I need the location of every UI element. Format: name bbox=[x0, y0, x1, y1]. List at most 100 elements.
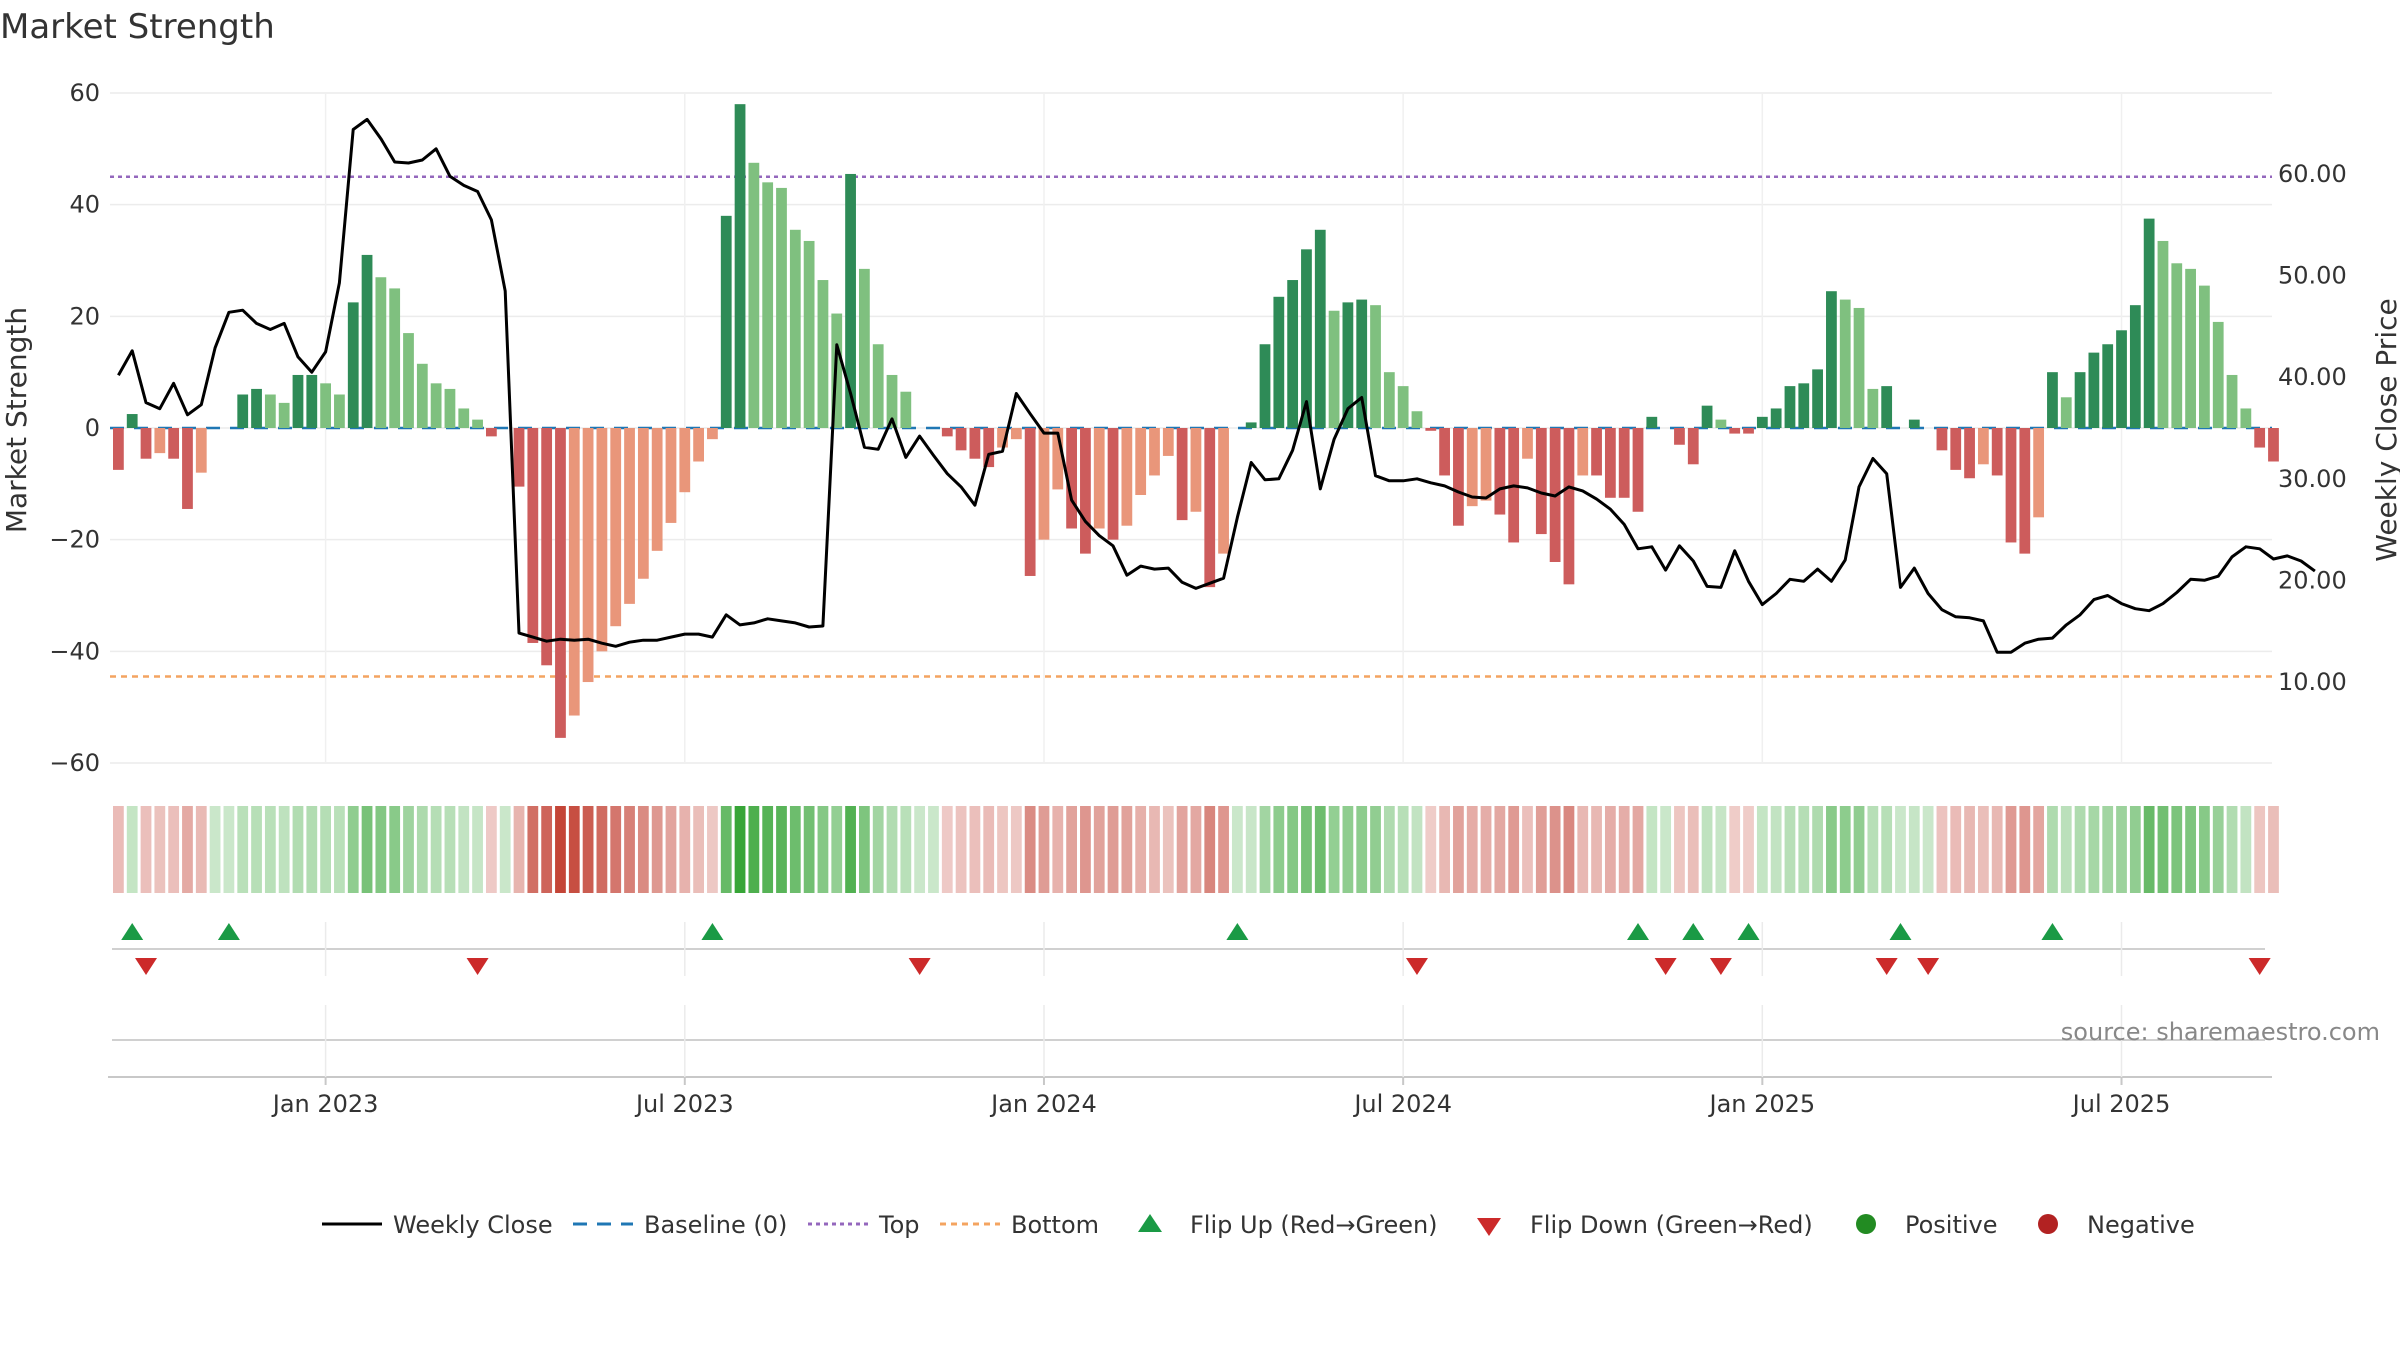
strength-bar bbox=[748, 162, 760, 428]
heat-cell bbox=[1895, 806, 1906, 893]
strength-bar bbox=[1646, 416, 1658, 428]
strength-bar bbox=[1425, 428, 1437, 431]
heat-cell bbox=[1425, 806, 1437, 893]
heat-cell bbox=[707, 806, 718, 893]
strength-bar bbox=[2212, 321, 2224, 428]
heat-cell bbox=[1743, 806, 1754, 893]
flip-down-marker bbox=[1405, 958, 1428, 975]
heat-cell bbox=[1411, 806, 1423, 893]
heat-cell bbox=[1273, 806, 1285, 893]
heat-cell bbox=[1632, 806, 1644, 893]
strength-bar bbox=[651, 428, 663, 551]
heat-cell bbox=[1052, 806, 1064, 893]
heat-cell bbox=[1190, 806, 1202, 893]
strength-bar bbox=[858, 268, 870, 428]
heat-cell bbox=[1729, 806, 1741, 893]
strength-bar bbox=[1494, 428, 1506, 515]
heat-cell bbox=[1936, 806, 1948, 893]
strength-bar bbox=[154, 428, 166, 454]
heat-cell bbox=[872, 806, 884, 893]
strength-bar bbox=[292, 374, 304, 428]
strength-bar bbox=[900, 391, 912, 428]
strength-bar bbox=[2060, 397, 2072, 428]
heat-cell bbox=[2199, 806, 2210, 893]
strength-bar bbox=[444, 388, 456, 428]
strength-bar bbox=[941, 428, 953, 437]
heat-cell bbox=[375, 806, 387, 893]
strength-bar bbox=[762, 182, 774, 428]
strength-bar bbox=[1950, 428, 1962, 470]
heat-cell bbox=[2254, 806, 2266, 893]
flip-up-marker bbox=[121, 923, 144, 940]
strength-bar bbox=[2129, 305, 2141, 428]
heat-cell bbox=[182, 806, 193, 893]
flip-down-marker bbox=[908, 958, 931, 975]
strength-bar bbox=[182, 428, 193, 509]
y-tick-label: 0 bbox=[85, 414, 100, 442]
strength-bar bbox=[1867, 388, 1879, 428]
legend-dot-icon bbox=[2038, 1214, 2058, 1234]
heat-cell bbox=[2143, 806, 2155, 893]
strength-bar bbox=[1287, 280, 1299, 428]
heat-cell bbox=[1549, 806, 1561, 893]
y-tick-label: −60 bbox=[49, 749, 100, 777]
flip-up-marker bbox=[217, 923, 240, 940]
strength-bar bbox=[430, 383, 442, 428]
heat-cell bbox=[1314, 806, 1326, 893]
strength-bar bbox=[278, 402, 290, 428]
heat-cell bbox=[2185, 806, 2196, 893]
strength-bar bbox=[1135, 428, 1147, 495]
strength-bar bbox=[1066, 428, 1077, 529]
strength-bar bbox=[2254, 428, 2266, 448]
y-tick-label: −20 bbox=[49, 526, 100, 554]
strength-bar bbox=[2088, 352, 2100, 428]
heat-cell bbox=[610, 806, 622, 893]
heat-cell bbox=[1674, 806, 1685, 893]
heat-cell bbox=[320, 806, 331, 893]
heat-cell bbox=[416, 806, 428, 893]
heat-cell bbox=[679, 806, 691, 893]
y2-tick-label: 30.00 bbox=[2278, 465, 2347, 493]
heat-cell bbox=[1660, 806, 1672, 893]
heat-cell bbox=[568, 806, 580, 893]
heat-cell bbox=[1991, 806, 2003, 893]
heat-cell bbox=[361, 806, 373, 893]
heat-cell bbox=[969, 806, 981, 893]
strength-bar bbox=[637, 428, 649, 579]
strength-bar bbox=[679, 428, 691, 493]
heat-cell bbox=[637, 806, 649, 893]
strength-bar bbox=[1812, 369, 1823, 428]
strength-bar bbox=[237, 394, 249, 428]
legend-dot-icon bbox=[1856, 1214, 1876, 1234]
strength-bar bbox=[1121, 428, 1133, 526]
heat-cell bbox=[1701, 806, 1713, 893]
heat-cell bbox=[513, 806, 525, 893]
strength-bar bbox=[361, 254, 373, 428]
strength-bar bbox=[403, 333, 414, 428]
heat-cell bbox=[1522, 806, 1533, 893]
strength-bar bbox=[1522, 428, 1533, 459]
strength-bar bbox=[1162, 428, 1174, 456]
strength-bar bbox=[2199, 285, 2210, 428]
strength-bar bbox=[485, 428, 497, 437]
strength-bar bbox=[264, 394, 276, 428]
heat-cell bbox=[458, 806, 470, 893]
strength-bar bbox=[1024, 428, 1036, 576]
heat-cell bbox=[776, 806, 787, 893]
heat-cell bbox=[1950, 806, 1962, 893]
heat-cell bbox=[2240, 806, 2252, 893]
heat-cell bbox=[624, 806, 635, 893]
strength-bar bbox=[1964, 428, 1975, 479]
x-tick-label: Jan 2025 bbox=[1707, 1090, 1815, 1118]
heat-cell bbox=[499, 806, 511, 893]
strength-bar bbox=[347, 302, 359, 428]
legend-flip-down-icon bbox=[1477, 1218, 1501, 1236]
heat-cell bbox=[720, 806, 732, 893]
heat-cell bbox=[541, 806, 553, 893]
heat-cell bbox=[306, 806, 318, 893]
y2-tick-label: 50.00 bbox=[2278, 262, 2347, 290]
strength-bar bbox=[168, 428, 180, 459]
heat-cell bbox=[1508, 806, 1520, 893]
strength-bar bbox=[969, 428, 981, 459]
heat-cell bbox=[1301, 806, 1312, 893]
